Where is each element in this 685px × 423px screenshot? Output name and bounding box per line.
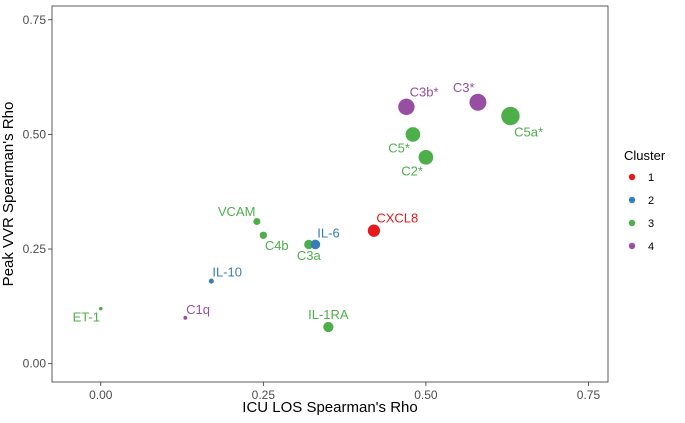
data-label: IL-6 <box>317 226 339 241</box>
data-label: C1q <box>186 302 210 317</box>
data-label: IL-10 <box>212 265 242 280</box>
data-point <box>367 224 381 237</box>
data-point <box>183 315 188 320</box>
y-tick-label: 0.25 <box>23 242 47 256</box>
data-label: C5* <box>388 141 410 156</box>
data-point <box>208 278 214 284</box>
data-points <box>98 93 520 333</box>
x-tick-label: 0.00 <box>89 388 113 402</box>
y-tick-label: 0.75 <box>23 13 47 27</box>
legend-title: Cluster <box>624 148 666 163</box>
data-point <box>253 217 261 226</box>
x-axis-title: ICU LOS Spearman's Rho <box>242 399 417 416</box>
data-label: C4b <box>265 238 289 253</box>
data-label: ET-1 <box>73 309 100 324</box>
data-label: C5a* <box>514 124 543 139</box>
y-axis-title: Peak VVR Spearman's Rho <box>0 102 17 287</box>
data-label: IL-1RA <box>308 307 349 322</box>
y-tick-label: 0.00 <box>23 357 47 371</box>
y-tick-label: 0.50 <box>23 127 47 141</box>
x-tick-label: 0.50 <box>414 388 438 402</box>
data-label: VCAM <box>218 204 256 219</box>
data-point <box>398 98 415 116</box>
data-label: CXCL8 <box>376 211 418 226</box>
y-axis: 0.00 0.25 0.50 0.75 <box>23 13 52 371</box>
data-point <box>501 106 520 126</box>
legend-key <box>628 173 636 181</box>
data-point <box>469 93 487 111</box>
legend-key <box>628 242 636 250</box>
data-labels: ET-1 C1q IL-10 VCAM C4b C3a IL-6 IL-1RA CXCL8 C3b… <box>73 80 543 325</box>
legend-key <box>628 219 636 227</box>
data-label: C3b* <box>410 85 439 100</box>
data-point <box>405 127 421 142</box>
data-point <box>310 239 321 250</box>
data-label: C3* <box>453 80 475 95</box>
legend-label: 3 <box>648 218 654 230</box>
legend-key <box>628 196 636 204</box>
data-point <box>323 321 334 333</box>
data-label: C2* <box>401 164 423 179</box>
legend-label: 1 <box>648 172 654 184</box>
data-point <box>418 149 434 165</box>
x-tick-label: 0.25 <box>252 388 276 402</box>
plot-panel <box>51 5 609 383</box>
legend: Cluster 1 2 3 4 <box>624 148 666 253</box>
legend-label: 4 <box>648 241 654 253</box>
data-point <box>98 306 103 311</box>
legend-label: 2 <box>648 195 654 207</box>
x-axis: 0.00 0.25 0.50 0.75 <box>89 382 600 402</box>
data-label: C3a <box>297 248 322 263</box>
x-tick-label: 0.75 <box>577 388 601 402</box>
data-point <box>259 231 268 239</box>
